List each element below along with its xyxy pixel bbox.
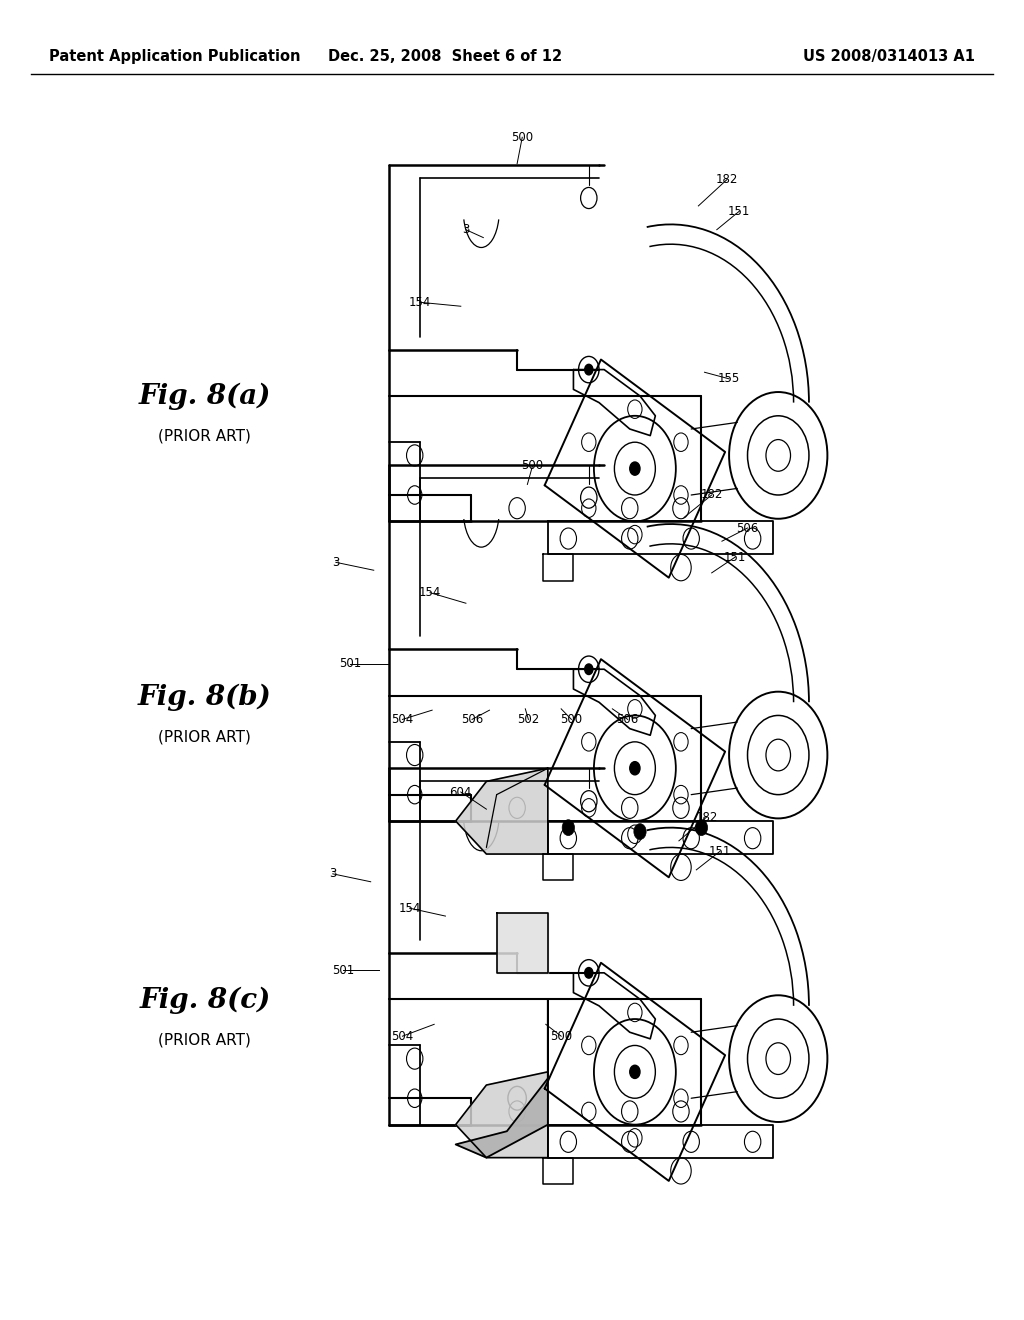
Text: 151: 151 [709,845,731,858]
Text: (PRIOR ART): (PRIOR ART) [159,428,251,444]
Text: 154: 154 [409,296,431,309]
Text: 501: 501 [332,964,354,977]
Circle shape [585,364,593,375]
Circle shape [630,762,640,775]
Text: 154: 154 [419,586,441,599]
Text: Fig. 8(c): Fig. 8(c) [139,987,270,1014]
Circle shape [634,824,646,840]
Text: 3: 3 [462,223,470,236]
Text: Dec. 25, 2008  Sheet 6 of 12: Dec. 25, 2008 Sheet 6 of 12 [329,49,562,65]
Text: 151: 151 [724,550,746,564]
Text: 500: 500 [521,459,544,473]
Text: (PRIOR ART): (PRIOR ART) [159,729,251,744]
Text: 502: 502 [517,713,540,726]
Text: 504: 504 [391,713,414,726]
Text: 506: 506 [461,713,483,726]
Circle shape [695,820,708,836]
Polygon shape [456,768,548,854]
Text: 604: 604 [450,785,472,799]
Text: 500: 500 [560,713,583,726]
Text: 506: 506 [736,521,759,535]
Text: 151: 151 [728,205,751,218]
Text: 155: 155 [718,372,740,385]
Circle shape [630,1065,640,1078]
Text: 500: 500 [511,131,534,144]
Circle shape [630,462,640,475]
Text: (PRIOR ART): (PRIOR ART) [159,1032,251,1048]
Text: 182: 182 [695,810,718,824]
Polygon shape [456,1072,548,1158]
Polygon shape [456,999,548,1158]
Text: 3: 3 [329,867,337,880]
Text: 501: 501 [339,657,361,671]
Circle shape [585,664,593,675]
Text: Patent Application Publication: Patent Application Publication [49,49,301,65]
Text: 182: 182 [700,488,723,502]
Text: US 2008/0314013 A1: US 2008/0314013 A1 [803,49,975,65]
Text: 182: 182 [716,173,738,186]
Text: 504: 504 [391,1030,414,1043]
Text: Fig. 8(a): Fig. 8(a) [138,383,271,409]
Text: 506: 506 [616,713,639,726]
Polygon shape [497,913,548,973]
Circle shape [562,820,574,836]
Text: 3: 3 [332,556,340,569]
Circle shape [585,968,593,978]
Text: Fig. 8(b): Fig. 8(b) [138,684,271,710]
Text: 500: 500 [550,1030,572,1043]
Text: 154: 154 [398,902,421,915]
